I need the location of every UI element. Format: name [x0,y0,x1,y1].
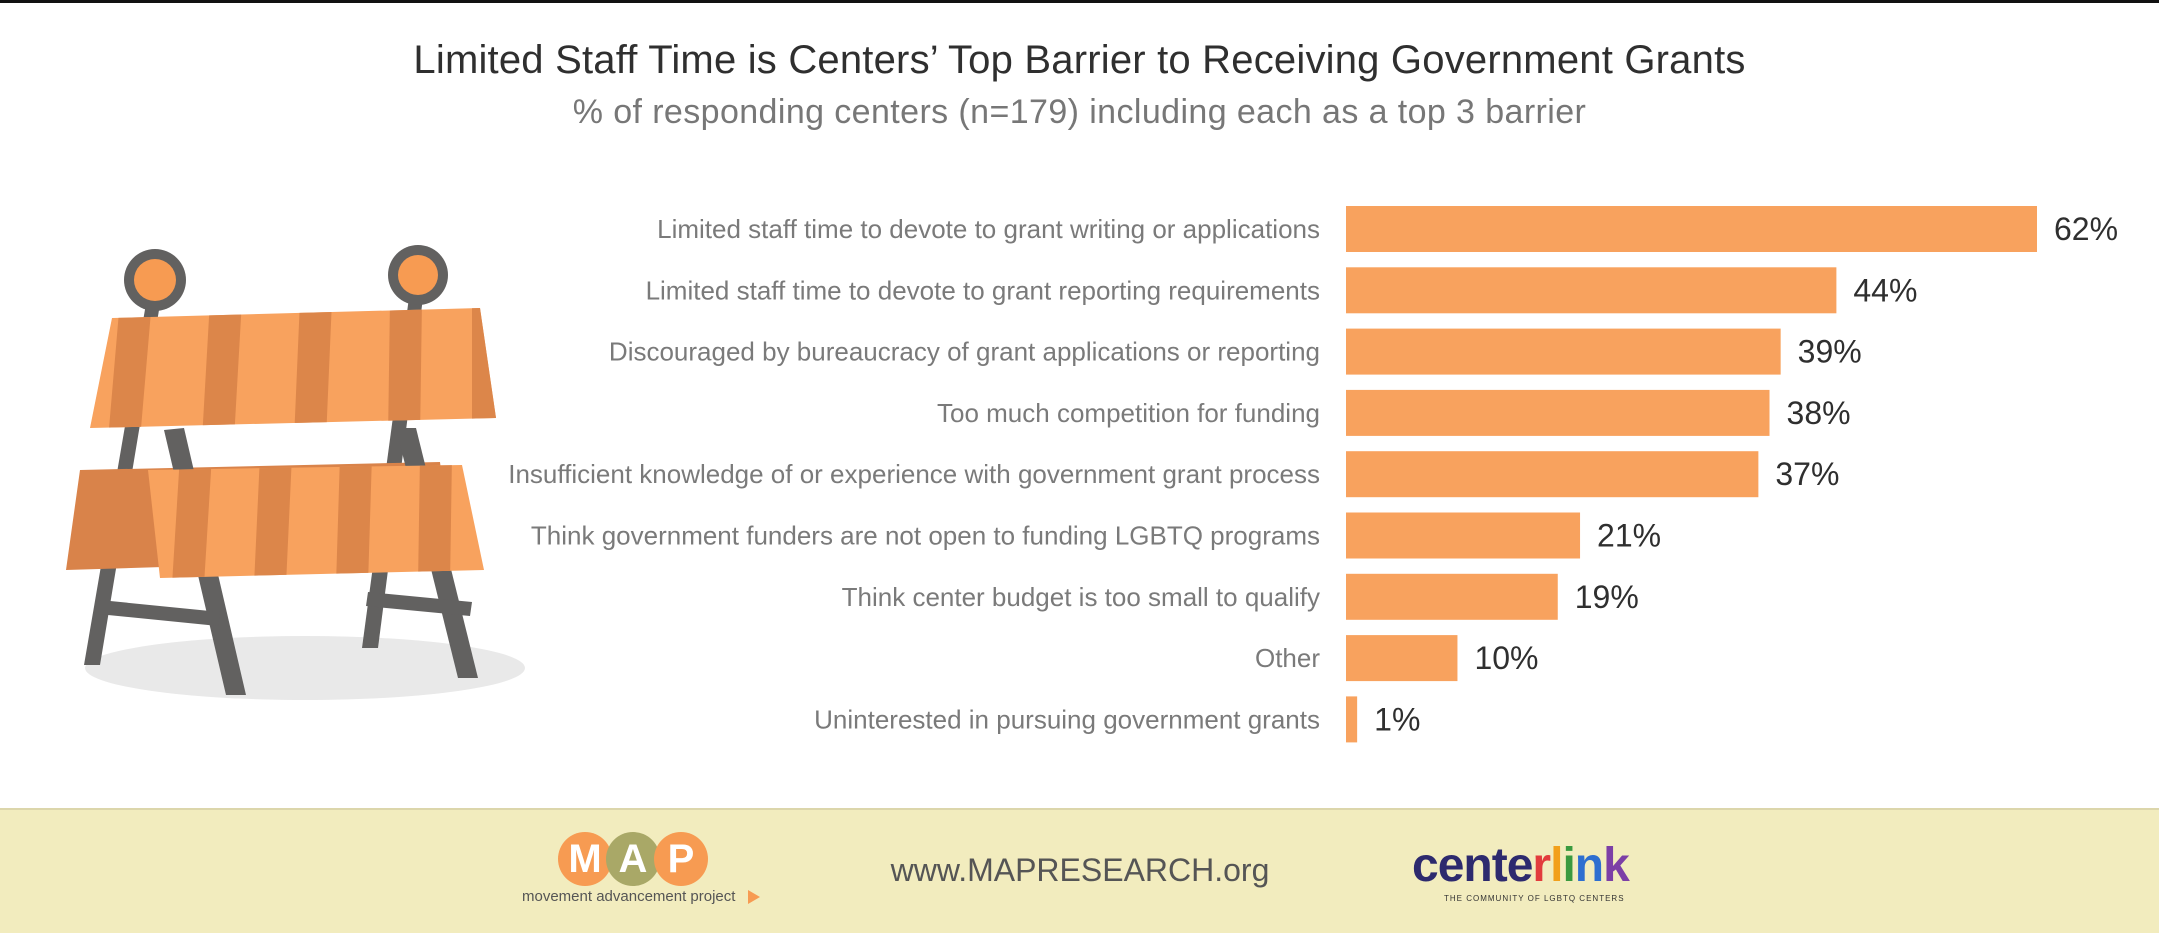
map-logo[interactable]: M A P movement advancement project [520,832,770,907]
category-label: Too much competition for funding [937,398,1320,428]
bar [1346,512,1581,559]
centerlink-letter: l [1550,839,1563,892]
chart-title: Limited Staff Time is Centers’ Top Barri… [413,38,1746,82]
value-label: 21% [1597,518,1661,554]
category-label: Other [1255,643,1320,673]
map-letter-a: A [606,832,660,886]
centerlink-letter: e [1437,839,1465,892]
centerlink-letter: c [1412,839,1439,892]
category-label: Limited staff time to devote to grant re… [646,275,1320,305]
category-label: Limited staff time to devote to grant wr… [657,214,1320,244]
map-letter-m: M [558,832,612,886]
centerlink-letter: k [1603,839,1630,892]
bar [1346,451,1759,498]
category-label: Think center budget is too small to qual… [842,582,1320,612]
value-label: 1% [1374,701,1420,737]
footer-band [0,808,2159,933]
road-barrier-icon [66,245,525,700]
category-label: Insufficient knowledge of or experience … [508,459,1320,489]
category-label: Think government funders are not open to… [531,521,1320,551]
centerlink-letter: n [1463,839,1492,892]
value-label: 19% [1575,579,1639,615]
category-label: Uninterested in pursuing government gran… [814,704,1320,734]
bar [1346,206,2037,252]
centerlink-letter: e [1506,839,1534,892]
centerlink-wordmark: centerlink [1412,838,1630,893]
value-label: 44% [1853,272,1917,308]
map-letter-p: P [654,832,708,886]
value-label: 39% [1798,334,1862,370]
top-border-line [0,0,2159,3]
value-label: 38% [1787,395,1851,431]
chart-subtitle: % of responding centers (n=179) includin… [572,93,1587,131]
value-label: 62% [2054,211,2118,247]
bar-chart: Limited staff time to devote to grant wr… [508,206,2118,743]
centerlink-letter: i [1562,839,1575,892]
bar [1346,328,1781,375]
bar [1346,573,1558,620]
centerlink-letter: t [1491,839,1508,892]
bar [1346,696,1358,743]
value-label: 10% [1474,640,1538,676]
bar [1346,635,1458,682]
bar [1346,267,1837,314]
website-link[interactable]: www.MAPRESEARCH.org [890,852,1270,888]
centerlink-letter: n [1574,839,1604,892]
bar [1346,389,1770,436]
centerlink-tagline: THE COMMUNITY OF LGBTQ CENTERS [1444,894,1625,903]
map-tagline: movement advancement project [522,888,736,905]
centerlink-logo[interactable]: centerlink THE COMMUNITY OF LGBTQ CENTER… [1412,838,1672,908]
category-label: Discouraged by bureaucracy of grant appl… [609,337,1320,367]
play-triangle-icon [748,890,760,904]
value-label: 37% [1775,456,1839,492]
centerlink-letter: r [1532,839,1551,892]
